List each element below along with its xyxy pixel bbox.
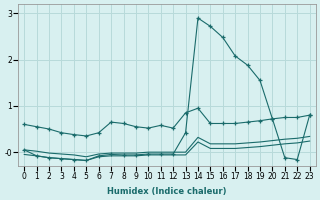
X-axis label: Humidex (Indice chaleur): Humidex (Indice chaleur)	[107, 187, 227, 196]
